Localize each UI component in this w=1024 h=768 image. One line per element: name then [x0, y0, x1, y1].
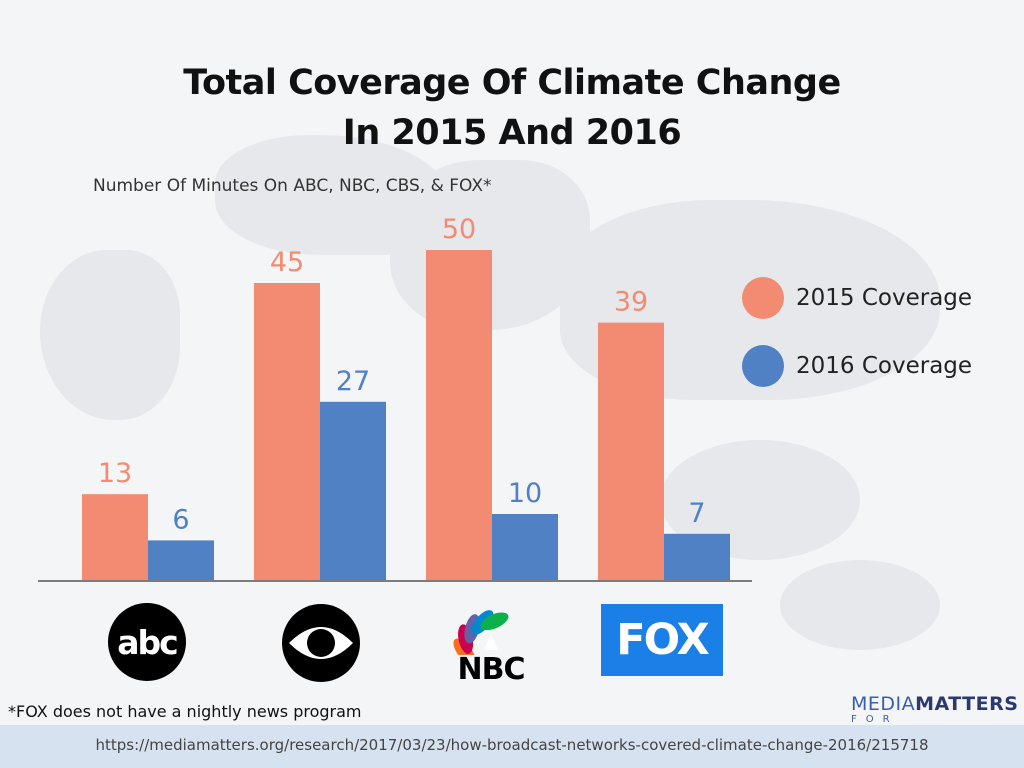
source-url[interactable]: https://mediamatters.org/research/2017/0… [95, 736, 929, 754]
chart-subtitle: Number Of Minutes On ABC, NBC, CBS, & FO… [93, 176, 492, 196]
bar-nbc-2016 [492, 514, 558, 580]
nbc-peacock-icon [453, 610, 509, 655]
data-label-cbs-2016: 27 [336, 366, 370, 397]
data-label-fox-2015: 39 [614, 287, 648, 318]
bar-cbs-2016 [320, 401, 386, 580]
map-shape [780, 560, 940, 650]
chart-title-line-1: Total Coverage Of Climate Change [183, 63, 841, 103]
bar-abc-2016 [148, 540, 214, 580]
brand-subtitle: FOR AMERICA [851, 714, 899, 725]
brand-part2: MATTERS [915, 693, 1019, 715]
nbc-logo-text: NBC [457, 652, 526, 687]
legend-item-2016: 2016 Coverage [742, 344, 972, 388]
data-label-abc-2016: 6 [172, 504, 189, 535]
cbs-eye-icon [282, 604, 360, 682]
media-matters-logo: MEDIAMATTERS FOR AMERICA [851, 693, 1019, 725]
brand-name: MEDIAMATTERS [851, 693, 1019, 715]
bar-nbc-2015 [426, 250, 492, 580]
fox-logo: FOX [601, 604, 723, 676]
slide-background: Total Coverage Of Climate Change In 2015… [0, 0, 1024, 725]
data-label-abc-2015: 13 [98, 458, 132, 489]
legend-swatch-2015 [742, 277, 784, 319]
chart-legend: 2015 Coverage 2016 Coverage [742, 276, 972, 412]
legend-label-2016: 2016 Coverage [796, 353, 973, 379]
legend-label-2015: 2015 Coverage [796, 285, 973, 311]
data-label-nbc-2016: 10 [508, 478, 542, 509]
data-label-cbs-2015: 45 [270, 247, 304, 278]
bar-fox-2015 [598, 322, 664, 580]
bar-chart: 13 6 45 27 50 10 39 7 [38, 214, 752, 582]
brand-part1: MEDIA [851, 693, 916, 715]
map-shape [40, 250, 180, 420]
legend-item-2015: 2015 Coverage [742, 276, 972, 320]
bar-abc-2015 [82, 494, 148, 580]
chart-title: Total Coverage Of Climate Change In 2015… [0, 58, 1024, 158]
legend-swatch-2016 [742, 345, 784, 387]
data-label-nbc-2015: 50 [442, 214, 476, 245]
footnote: *FOX does not have a nightly news progra… [8, 702, 362, 721]
bar-fox-2016 [664, 533, 730, 580]
bar-cbs-2015 [254, 283, 320, 580]
source-bar [0, 725, 1024, 768]
nbc-logo: NBC [446, 600, 536, 690]
chart-title-line-2: In 2015 And 2016 [342, 113, 682, 153]
data-label-fox-2016: 7 [688, 498, 705, 529]
abc-logo: abc [108, 603, 186, 681]
